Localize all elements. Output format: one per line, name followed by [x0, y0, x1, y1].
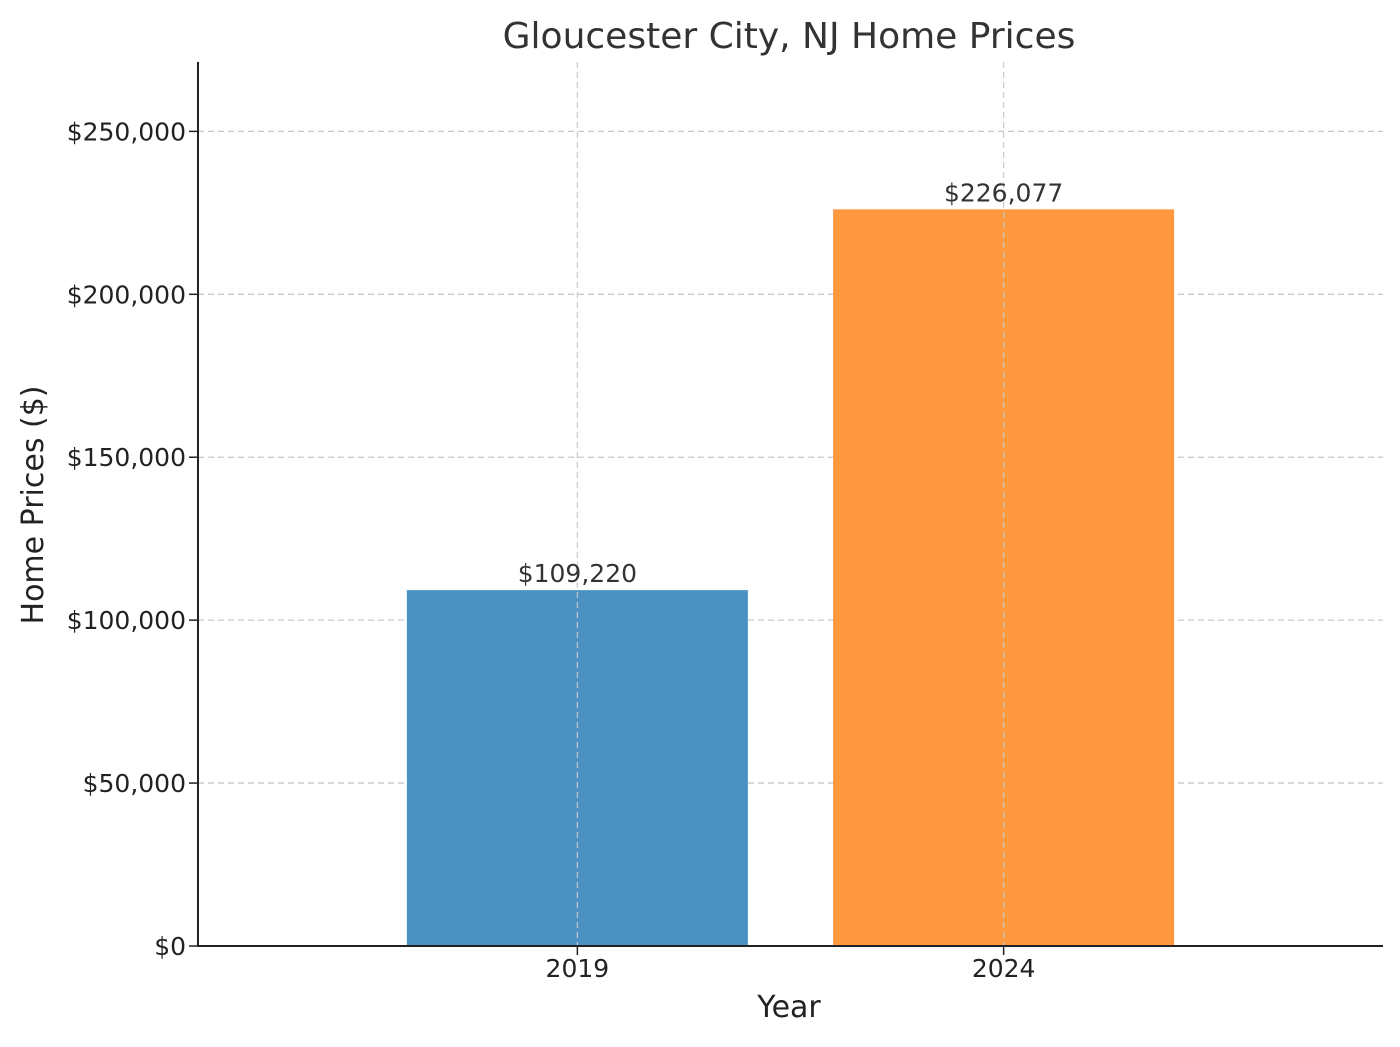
- axes-layer: [197, 62, 1383, 947]
- y-tick-label: $0: [154, 932, 186, 961]
- y-tick-label: $200,000: [67, 280, 186, 309]
- y-tick-label: $50,000: [83, 769, 186, 798]
- chart-title: Gloucester City, NJ Home Prices: [503, 16, 1076, 57]
- y-tick-label: $150,000: [67, 443, 186, 472]
- y-tick-label: $250,000: [67, 117, 186, 146]
- x-axis-label: Year: [756, 990, 821, 1025]
- data-labels-layer: $109,220 $226,077: [518, 178, 1064, 588]
- x-ticks-layer: 2019 2024: [546, 946, 1036, 983]
- y-axis-label: Home Prices ($): [16, 386, 51, 625]
- x-tick-label: 2024: [972, 954, 1036, 983]
- bar-value-label: $109,220: [518, 559, 637, 588]
- y-tick-label: $100,000: [67, 606, 186, 635]
- x-tick-label: 2019: [546, 954, 610, 983]
- y-ticks-layer: $0 $50,000 $100,000 $150,000 $200,000 $250,00…: [67, 117, 198, 961]
- vertical-grid-layer: [576, 62, 1005, 946]
- grid-layer: [198, 130, 1383, 784]
- bar-value-label: $226,077: [944, 178, 1063, 207]
